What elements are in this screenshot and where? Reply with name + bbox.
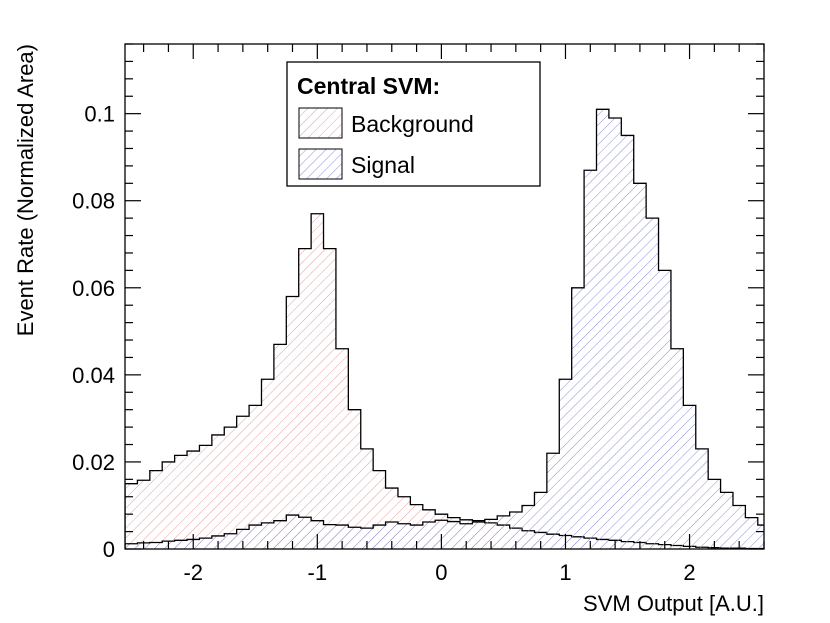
histogram-bin (683, 405, 697, 549)
x-tick-label: 1 (559, 560, 571, 585)
x-tick-label: 2 (683, 560, 695, 585)
histogram-bin (199, 538, 213, 549)
x-tick-label: -1 (308, 560, 328, 585)
histogram-bin (720, 492, 734, 549)
legend-label-background: Background (351, 111, 474, 137)
histogram-bin (534, 492, 548, 549)
histogram-bin (460, 523, 473, 549)
y-tick-label: 0.02 (72, 450, 115, 475)
histogram-bin (348, 409, 362, 549)
histogram-bin (199, 445, 213, 549)
histogram-bin (584, 170, 597, 549)
histogram-bin (137, 480, 151, 549)
histogram-bin (286, 515, 300, 549)
histogram-bin (149, 542, 163, 549)
histogram-bin (249, 405, 262, 549)
histogram-bin (646, 218, 659, 549)
histogram-bin (125, 483, 138, 549)
histogram-bin (249, 525, 262, 549)
histogram-bin (757, 525, 764, 549)
histogram-bin (484, 519, 498, 549)
histogram-bin (149, 470, 163, 549)
histogram-bin (187, 451, 200, 549)
histogram-bin (522, 505, 535, 549)
x-axis-title: SVM Output [A.U.] (583, 591, 764, 616)
histogram-bin (335, 525, 349, 549)
histogram-bin (509, 512, 523, 549)
histogram-bin (224, 533, 238, 549)
histogram-bin (360, 448, 374, 549)
histogram-signal (125, 108, 764, 549)
legend-title: Central SVM: (297, 73, 440, 99)
histogram-bin (608, 118, 622, 549)
histogram-bin (273, 344, 287, 549)
y-tick-label: 0.06 (72, 276, 115, 301)
histogram-bin (658, 270, 672, 549)
histogram-bin (708, 479, 721, 549)
histogram-bin (311, 213, 324, 549)
histogram-bin (261, 379, 275, 549)
histogram-bin (447, 521, 461, 549)
histogram-bin (298, 517, 312, 549)
y-axis-title: Event Rate (Normalized Area) (13, 44, 38, 336)
histogram-bin (211, 434, 225, 549)
histogram-bin (125, 543, 138, 549)
legend: Central SVM: Background Signal (286, 61, 541, 187)
histogram-bin (497, 515, 511, 549)
histogram-bin (261, 522, 275, 549)
histogram-bin (695, 448, 709, 549)
x-tick-label: 0 (435, 560, 447, 585)
legend-swatch-background (298, 107, 343, 139)
histogram-bin (745, 517, 759, 549)
histogram-bin (236, 416, 250, 549)
histogram-bin (373, 525, 386, 549)
label-layer: -2 -1 0 1 2 0 0.02 0.04 0.06 0.08 0.1 (72, 102, 696, 585)
y-tick-label: 0.04 (72, 363, 115, 388)
histogram-bin (596, 109, 610, 549)
y-tick-label: 0.08 (72, 189, 115, 214)
histogram-bin (273, 520, 287, 549)
histogram-bin (224, 427, 238, 549)
histogram-outline (125, 108, 764, 549)
histogram-bin (348, 527, 362, 549)
histogram-bin (174, 540, 188, 549)
histogram-bin (546, 453, 560, 549)
histogram-bin (472, 522, 486, 549)
histogram-background (125, 213, 764, 549)
x-tick-label: -2 (183, 560, 203, 585)
histogram-bin (385, 522, 399, 549)
histogram-bin (422, 522, 436, 549)
histogram-bin (323, 248, 337, 549)
histogram-bin (410, 525, 424, 549)
y-tick-label: 0 (103, 537, 115, 562)
series-layer (125, 108, 764, 549)
histogram-bin (335, 348, 349, 549)
legend-swatch-signal (298, 148, 343, 180)
histogram-bin (397, 523, 411, 549)
histogram-bin (162, 461, 176, 549)
histogram-bin (571, 287, 585, 549)
histogram-bin (236, 529, 250, 549)
histogram-bin (298, 248, 312, 549)
legend-label-signal: Signal (351, 152, 415, 178)
histogram-bin (732, 505, 746, 549)
histogram-bin (621, 135, 635, 549)
histogram-bin (670, 348, 684, 549)
histogram-bin (633, 183, 647, 549)
histogram-bin (286, 296, 300, 549)
plot-frame (124, 43, 765, 550)
y-tick-label: 0.1 (84, 102, 115, 127)
histogram-bin (323, 524, 337, 549)
histogram-bin (559, 379, 573, 549)
histogram-bin (360, 528, 374, 549)
histogram-bin (174, 455, 188, 549)
